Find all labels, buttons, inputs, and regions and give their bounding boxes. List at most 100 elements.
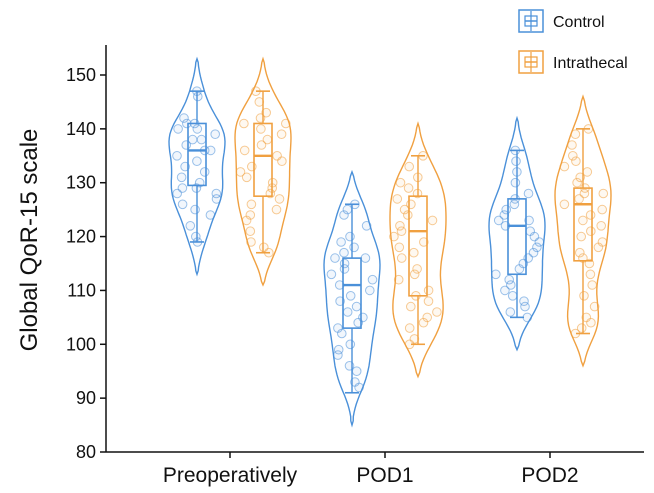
data-point bbox=[493, 215, 504, 226]
data-point bbox=[522, 312, 533, 323]
data-point bbox=[403, 183, 414, 193]
y-tick-label: 80 bbox=[76, 442, 96, 462]
data-point bbox=[585, 269, 596, 280]
data-point bbox=[587, 280, 598, 290]
data-point bbox=[511, 156, 521, 166]
legend-item: Intrathecal bbox=[518, 50, 628, 74]
data-point bbox=[261, 107, 272, 118]
data-point bbox=[251, 86, 261, 96]
data-point bbox=[418, 317, 429, 328]
data-point bbox=[271, 204, 282, 215]
legend-label: Intrathecal bbox=[553, 55, 628, 72]
data-point bbox=[399, 204, 410, 215]
y-axis-title: Global QoR-15 scale bbox=[16, 129, 43, 352]
data-point bbox=[422, 312, 433, 323]
data-point bbox=[326, 269, 337, 280]
data-point bbox=[345, 231, 355, 242]
legend: Control Intrathecal bbox=[518, 9, 628, 74]
data-point bbox=[365, 285, 375, 296]
data-point bbox=[575, 172, 586, 183]
data-point bbox=[351, 366, 362, 377]
data-point bbox=[339, 258, 350, 269]
data-point bbox=[255, 113, 266, 123]
data-point bbox=[576, 323, 587, 333]
data-point bbox=[419, 237, 429, 247]
data-point bbox=[336, 237, 346, 247]
y-tick-label: 130 bbox=[66, 173, 96, 193]
data-point bbox=[396, 226, 407, 236]
data-point bbox=[172, 188, 182, 199]
data-point bbox=[245, 210, 256, 220]
data-point bbox=[264, 247, 274, 258]
data-point bbox=[350, 199, 360, 210]
data-point bbox=[172, 151, 182, 161]
y-tick-label: 150 bbox=[66, 65, 96, 85]
data-point bbox=[334, 280, 345, 290]
data-point bbox=[571, 156, 581, 166]
data-point bbox=[570, 129, 581, 139]
data-point bbox=[589, 301, 600, 312]
data-point bbox=[583, 124, 594, 134]
data-point bbox=[509, 199, 520, 210]
data-point bbox=[351, 301, 362, 312]
data-point bbox=[274, 194, 285, 204]
data-point bbox=[576, 231, 587, 242]
data-point bbox=[245, 226, 256, 236]
data-point bbox=[396, 253, 407, 263]
data-point bbox=[510, 145, 521, 156]
data-point bbox=[189, 118, 200, 129]
data-point bbox=[349, 242, 359, 253]
y-tick-label: 110 bbox=[67, 280, 96, 300]
data-point bbox=[598, 188, 609, 199]
data-point bbox=[500, 221, 511, 231]
data-point bbox=[512, 167, 522, 177]
data-point bbox=[395, 221, 405, 231]
data-point bbox=[335, 296, 345, 307]
data-point bbox=[182, 118, 192, 129]
data-point bbox=[523, 188, 534, 199]
data-point bbox=[344, 361, 355, 371]
plot-area bbox=[168, 56, 612, 428]
legend-swatch bbox=[518, 50, 544, 74]
data-point bbox=[192, 237, 203, 247]
data-point bbox=[578, 215, 588, 226]
y-tick-label: 120 bbox=[66, 227, 96, 247]
data-point bbox=[432, 307, 442, 317]
data-point bbox=[514, 264, 525, 274]
data-point bbox=[262, 134, 273, 145]
axes: Global QoR-15 scale 80 90 100 110 120 130 140 1… bbox=[16, 45, 644, 487]
data-point bbox=[345, 291, 356, 301]
data-point bbox=[574, 194, 584, 204]
data-point bbox=[403, 210, 413, 220]
data-point bbox=[510, 177, 521, 188]
data-point bbox=[596, 221, 607, 231]
data-point bbox=[559, 199, 570, 210]
data-point bbox=[404, 323, 415, 333]
violin-outline bbox=[389, 121, 447, 379]
data-point bbox=[582, 167, 593, 177]
legend-swatch bbox=[518, 9, 544, 33]
data-point bbox=[520, 301, 530, 312]
data-point bbox=[191, 231, 201, 242]
data-point bbox=[404, 161, 415, 172]
data-point bbox=[180, 161, 190, 172]
data-point bbox=[194, 177, 205, 188]
data-point bbox=[235, 167, 246, 177]
data-point bbox=[597, 204, 608, 215]
data-point bbox=[337, 328, 347, 339]
data-point bbox=[276, 129, 287, 139]
data-point bbox=[339, 210, 349, 220]
data-point bbox=[342, 307, 353, 317]
data-point bbox=[330, 253, 340, 263]
data-point bbox=[199, 145, 210, 156]
legend-item: Control bbox=[518, 9, 605, 33]
x-tick-label: POD2 bbox=[521, 464, 578, 487]
data-point bbox=[504, 274, 515, 285]
data-point bbox=[239, 145, 250, 156]
data-point bbox=[418, 151, 428, 161]
data-point bbox=[572, 177, 582, 188]
data-point bbox=[247, 161, 257, 172]
data-point bbox=[241, 172, 252, 183]
data-point bbox=[192, 156, 202, 166]
box bbox=[253, 122, 273, 197]
